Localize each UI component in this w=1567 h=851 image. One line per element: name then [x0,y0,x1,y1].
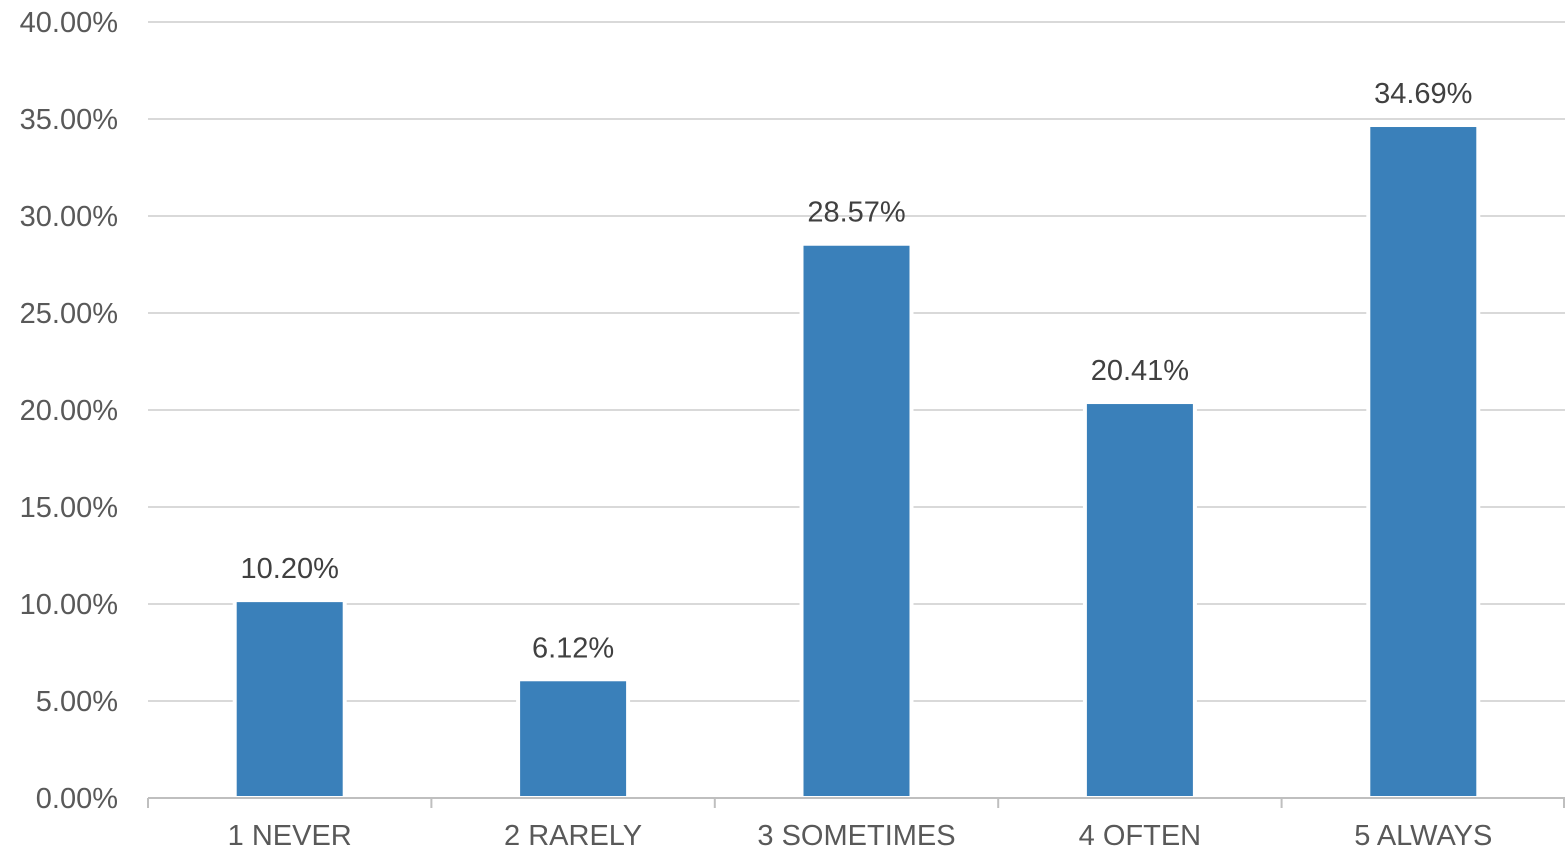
x-category-label: 5 ALWAYS [1354,820,1492,851]
x-axis-category-labels: 1 NEVER 2 RARELY 3 SOMETIMES 4 OFTEN 5 ALWAY… [228,820,1493,851]
bar [799,241,914,800]
data-label: 28.57% [807,197,905,229]
bar [1082,400,1197,800]
data-label: 34.69% [1374,78,1472,110]
y-tick-label: 40.00% [20,7,118,39]
data-label: 20.41% [1091,355,1189,387]
y-tick-label: 35.00% [20,104,118,136]
x-category-label: 1 NEVER [228,820,352,851]
x-category-label: 3 SOMETIMES [757,820,955,851]
y-tick-label: 0.00% [36,783,118,815]
bar [1366,123,1481,801]
y-tick-label: 20.00% [20,395,118,427]
bars [232,123,1481,801]
x-category-label: 2 RARELY [504,820,642,851]
y-tick-label: 25.00% [20,298,118,330]
y-tick-label: 30.00% [20,201,118,233]
bar [516,677,631,800]
x-axis [147,797,1565,808]
x-category-label: 4 OFTEN [1079,820,1201,851]
data-label: 6.12% [532,632,614,664]
y-axis-tick-labels: 0.00% 5.00% 10.00% 15.00% 20.00% 25.00% 30.00%… [20,7,118,815]
data-label: 10.20% [241,553,339,585]
y-tick-label: 5.00% [36,686,118,718]
y-tick-label: 10.00% [20,589,118,621]
data-labels: 10.20% 6.12% 28.57% 20.41% 34.69% [241,78,1473,664]
bar [232,598,347,800]
y-tick-label: 15.00% [20,492,118,524]
